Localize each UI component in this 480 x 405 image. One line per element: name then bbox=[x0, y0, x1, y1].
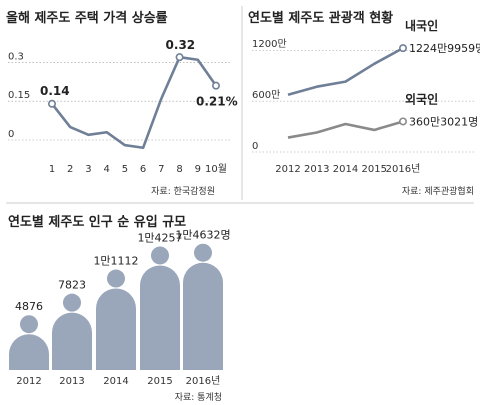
population-head-icon bbox=[63, 293, 81, 312]
tourist-series-name: 내국인 bbox=[405, 18, 438, 33]
housing-y-tick: 0.3 bbox=[8, 51, 24, 62]
population-bar bbox=[140, 265, 180, 370]
population-value-label: 7823 bbox=[58, 279, 86, 292]
population-category-label: 2016년 bbox=[186, 375, 221, 387]
population-head-icon bbox=[151, 246, 169, 265]
population-head-icon bbox=[20, 315, 38, 334]
housing-x-tick: 7 bbox=[158, 164, 164, 175]
tourist-series-name: 외국인 bbox=[405, 91, 438, 106]
population-value-label: 1만4257 bbox=[137, 231, 182, 244]
housing-x-tick: 9 bbox=[195, 164, 201, 175]
population-bar bbox=[183, 262, 223, 370]
tourist-series-value: 360만3021명 bbox=[409, 115, 478, 128]
tourist-x-tick: 2015 bbox=[362, 164, 387, 175]
housing-x-tick: 1 bbox=[49, 164, 55, 175]
housing-y-tick: 0 bbox=[8, 129, 14, 140]
housing-point bbox=[175, 53, 184, 62]
tourist-x-tick: 2013 bbox=[304, 164, 329, 175]
housing-series bbox=[47, 53, 221, 150]
housing-grid bbox=[8, 62, 232, 141]
population-chart-title: 연도별 제주도 인구 순 유입 규모 bbox=[8, 214, 186, 230]
population-category-label: 2013 bbox=[59, 376, 84, 387]
housing-point bbox=[47, 99, 56, 108]
tourist-y-tick: 600만 bbox=[252, 89, 280, 101]
housing-y-tick-labels: 0.3 0.15 0 bbox=[8, 51, 30, 140]
population-category-label: 2015 bbox=[147, 376, 172, 387]
population-head-icon bbox=[194, 243, 212, 262]
tourist-series-value: 1224만9959명 bbox=[409, 42, 480, 55]
housing-annotations: 0.14 0.32 0.21% bbox=[40, 38, 238, 108]
tourist-point bbox=[398, 44, 407, 53]
tourist-line-domestic bbox=[287, 46, 404, 97]
tourist-chart-title: 연도별 제주도 관광객 현황 bbox=[248, 10, 393, 26]
housing-price-chart: 올해 제주도 주택 가격 상승률 0.3 0.15 0 1 2 3 4 5 6 7 8 9 10월 0… bbox=[6, 10, 238, 197]
housing-x-tick: 4 bbox=[103, 164, 109, 175]
tourist-y-tick-labels: 1200만 600만 0 bbox=[252, 38, 287, 152]
tourist-x-tick: 2016년 bbox=[386, 163, 421, 175]
population-bar bbox=[52, 312, 92, 370]
population-bar bbox=[96, 288, 136, 370]
housing-x-tick: 10월 bbox=[205, 163, 227, 175]
housing-x-tick: 2 bbox=[67, 164, 73, 175]
tourist-grid bbox=[252, 49, 474, 153]
population-source: 자료: 통계청 bbox=[175, 391, 222, 403]
housing-point bbox=[212, 81, 221, 90]
housing-chart-title: 올해 제주도 주택 가격 상승률 bbox=[6, 10, 168, 26]
population-value-label: 4876 bbox=[15, 300, 43, 313]
tourist-line-foreign bbox=[287, 120, 404, 139]
population-bars: 4876 2012 7823 2013 1만1112 2014 1만4257 2015 1만46… bbox=[9, 229, 231, 387]
housing-x-tick-labels: 1 2 3 4 5 6 7 8 9 10월 bbox=[49, 163, 227, 175]
tourist-y-tick: 1200만 bbox=[252, 38, 287, 50]
housing-x-tick: 5 bbox=[122, 164, 128, 175]
housing-x-tick: 8 bbox=[176, 164, 182, 175]
population-value-label: 1만1112 bbox=[93, 255, 138, 268]
housing-y-tick: 0.15 bbox=[8, 90, 30, 101]
housing-x-tick: 3 bbox=[85, 164, 91, 175]
housing-line bbox=[50, 55, 218, 150]
population-bar bbox=[9, 334, 49, 370]
population-value-label: 1만4632명 bbox=[175, 229, 230, 242]
housing-annotation: 0.14 bbox=[40, 84, 70, 98]
tourist-source: 자료: 제주관광협회 bbox=[402, 185, 474, 197]
housing-source: 자료: 한국감정원 bbox=[151, 185, 215, 197]
tourist-y-tick: 0 bbox=[252, 141, 258, 152]
housing-annotation: 0.21% bbox=[196, 95, 238, 109]
housing-x-tick: 6 bbox=[140, 164, 146, 175]
population-category-label: 2014 bbox=[103, 376, 128, 387]
population-chart: 연도별 제주도 인구 순 유입 규모 4876 2012 7823 2013 1만111… bbox=[8, 214, 231, 403]
tourist-x-tick: 2012 bbox=[275, 164, 300, 175]
tourist-point bbox=[398, 117, 407, 126]
housing-annotation: 0.32 bbox=[166, 38, 196, 52]
tourist-x-tick: 2014 bbox=[333, 164, 358, 175]
population-head-icon bbox=[107, 269, 125, 288]
population-category-label: 2012 bbox=[16, 376, 41, 387]
